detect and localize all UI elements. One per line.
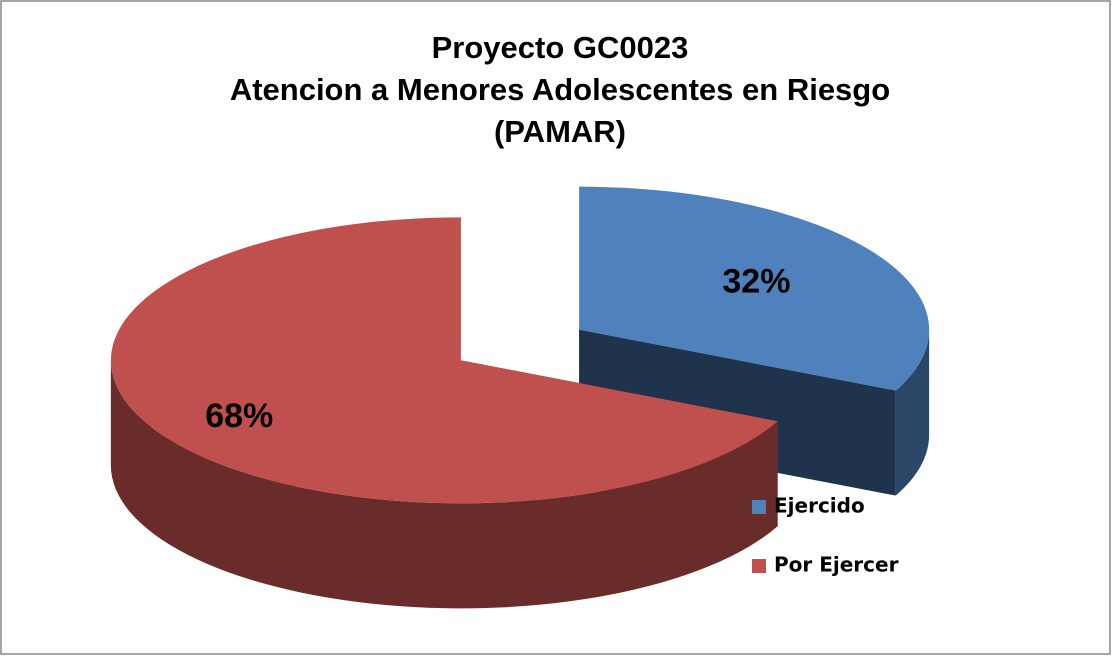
slice [110,217,778,504]
slice-side [110,360,778,609]
slice-shade [579,329,896,496]
slice [579,186,930,391]
chart-title: Atencion a Menores Adolescentes en Riesg… [230,72,890,107]
slice-shade [895,329,930,496]
legend-swatch [752,500,766,514]
data-label: 68% [205,397,273,435]
legend-label: Por Ejercer [774,553,899,577]
legend-label: Ejercido [774,494,865,518]
slice-shade [110,360,778,609]
legend-swatch [752,559,766,573]
slice-side [895,329,930,496]
chart-title: (PAMAR) [494,114,626,149]
chart-title: Proyecto GC0023 [432,30,689,65]
data-label: 32% [722,263,790,301]
